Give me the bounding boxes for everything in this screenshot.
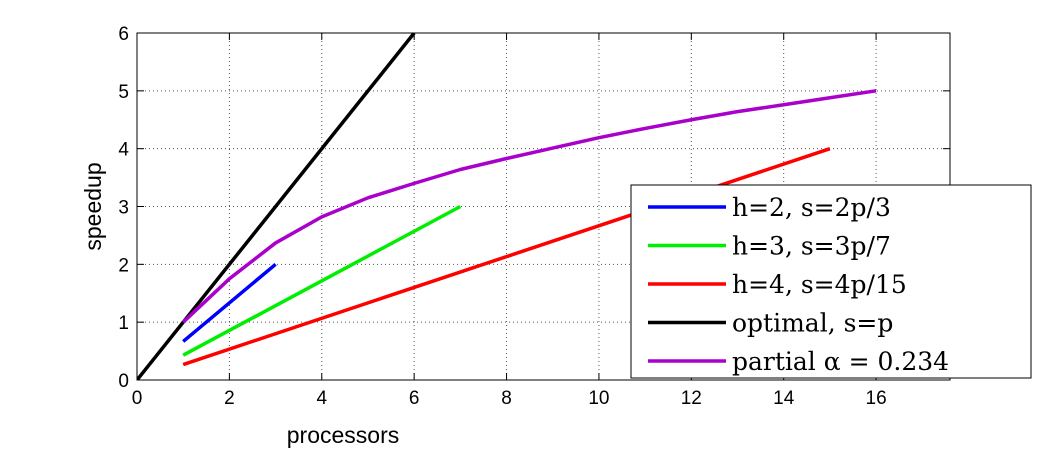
legend-entry-label: partial α = 0.234 bbox=[732, 347, 949, 376]
x-tick-label: 2 bbox=[224, 388, 235, 409]
y-tick-label: 3 bbox=[118, 198, 129, 219]
y-tick-label: 5 bbox=[118, 82, 129, 103]
x-tick-label: 16 bbox=[866, 388, 887, 409]
legend-entry-label: h=3, s=3p/7 bbox=[732, 232, 891, 261]
y-tick-label: 2 bbox=[118, 255, 129, 276]
legend-entry-label: h=4, s=4p/15 bbox=[732, 270, 907, 299]
legend-entry-label: optimal, s=p bbox=[732, 309, 893, 338]
y-tick-label: 4 bbox=[118, 140, 129, 161]
legend-entry-label: h=2, s=2p/3 bbox=[732, 193, 891, 222]
series-line-5 bbox=[181, 89, 877, 324]
series-line-1 bbox=[182, 262, 277, 343]
series-layer bbox=[137, 33, 877, 380]
x-tick-label: 8 bbox=[501, 388, 512, 409]
y-axis-label: speedup bbox=[80, 162, 106, 250]
y-tick-label: 1 bbox=[118, 313, 129, 334]
x-tick-label: 4 bbox=[316, 388, 327, 409]
x-tick-label: 10 bbox=[588, 388, 609, 409]
x-tick-label: 0 bbox=[132, 388, 143, 409]
x-tick-label: 6 bbox=[409, 388, 420, 409]
series-line-2 bbox=[182, 204, 462, 357]
legend: h=2, s=2p/3 h=3, s=3p/7 h=4, s=4p/15 optima… bbox=[630, 184, 1032, 379]
y-tick-label: 0 bbox=[118, 371, 129, 392]
x-axis-label: processors bbox=[287, 422, 399, 448]
legend-box bbox=[630, 184, 1032, 379]
x-tick-label: 14 bbox=[773, 388, 795, 409]
series-line-4 bbox=[137, 33, 416, 380]
y-tick-label: 6 bbox=[118, 24, 129, 45]
x-tick-label: 12 bbox=[681, 388, 702, 409]
